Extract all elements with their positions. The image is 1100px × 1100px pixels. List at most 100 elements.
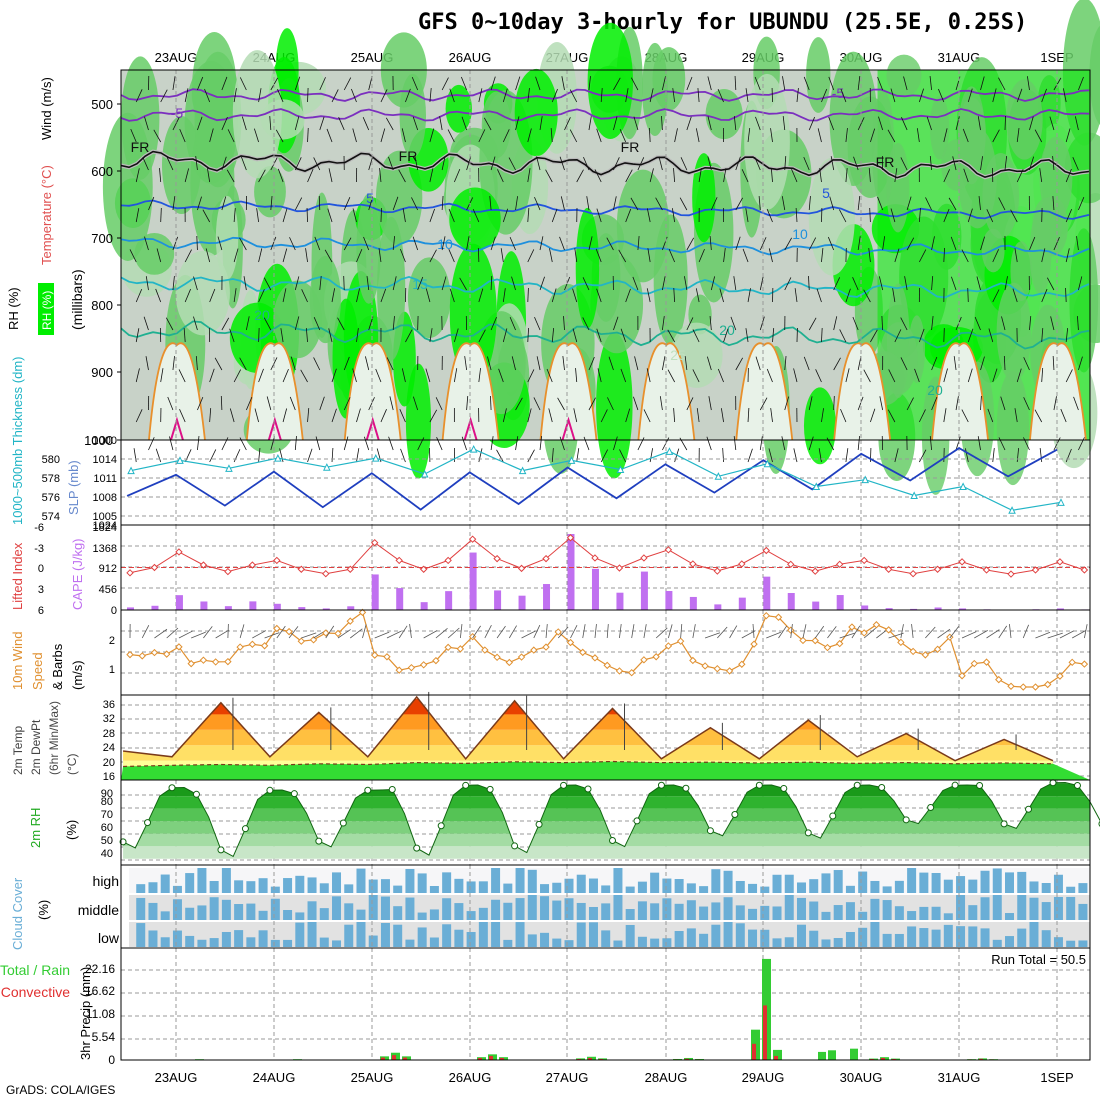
- wind-speed-marker: [995, 675, 1003, 684]
- cloud-cover-bar: [968, 926, 978, 947]
- temp-line: [123, 695, 1054, 762]
- wind-barb: [202, 209, 211, 223]
- wind-barb: [916, 128, 920, 143]
- wind-barb: [686, 237, 695, 251]
- cloud-cover-bar: [809, 930, 819, 947]
- rh-marker: [217, 846, 225, 854]
- wind-barb: [539, 236, 544, 251]
- wind-barb: [952, 156, 957, 171]
- wind-barb: [759, 237, 767, 251]
- wind-barb: [679, 197, 688, 211]
- wind-barb: [441, 156, 446, 171]
- wind-barb: [172, 117, 180, 131]
- thickness-marker: [371, 454, 380, 462]
- rh-blob: [590, 254, 644, 354]
- thickness-marker: [323, 463, 331, 471]
- wind-barb: [770, 408, 773, 423]
- wind-barb: [343, 77, 352, 91]
- cloud-cover-bar: [992, 895, 1002, 920]
- cape-bar: [273, 603, 281, 610]
- precip-total-bar-extra: [828, 1050, 836, 1060]
- wind-barb: [204, 88, 211, 103]
- wind-barb: [324, 249, 333, 263]
- wind-barb: [453, 368, 458, 383]
- wind-barb: [572, 288, 578, 303]
- lifted-index-marker: [713, 567, 722, 575]
- wind-barb: [441, 77, 449, 91]
- surface-wind-barb: [778, 625, 788, 639]
- wind-barb: [1078, 437, 1085, 451]
- thickness-line: [130, 448, 1062, 511]
- wind-barb: [429, 409, 438, 423]
- wind-barb: [1027, 76, 1030, 91]
- wind-barb: [502, 288, 506, 303]
- cape-bar: [322, 608, 330, 610]
- wind-barb: [319, 116, 325, 131]
- surface-wind-barb: [325, 625, 335, 639]
- rh-blob: [808, 157, 855, 276]
- wind-barb: [793, 448, 798, 463]
- wind-barb: [172, 76, 176, 91]
- wind-barb: [795, 208, 798, 223]
- wind-speed-marker: [664, 642, 673, 650]
- wind-barb: [633, 116, 639, 131]
- wind-barb: [294, 276, 300, 291]
- wind-barb: [808, 116, 815, 131]
- wind-barb: [331, 448, 334, 463]
- rh-blob: [407, 257, 451, 339]
- wind-barb: [637, 157, 645, 171]
- cloud-cover-bar: [919, 872, 929, 893]
- wind-barb: [133, 448, 137, 463]
- wind-barb: [172, 276, 175, 291]
- cloud-cover-bar: [515, 922, 525, 947]
- wind-barb: [534, 316, 541, 331]
- wind-barb: [717, 88, 724, 103]
- lifted-index-marker: [175, 548, 183, 556]
- wind-barb: [900, 157, 908, 171]
- cloud-cover-bar: [1017, 928, 1027, 947]
- surface-wind-barb: [1071, 630, 1086, 639]
- rh-marker: [951, 781, 959, 789]
- wind-barb: [646, 288, 651, 303]
- wind-barb: [573, 408, 578, 423]
- rh-blob: [254, 166, 286, 218]
- wind-barb: [337, 317, 345, 331]
- cloud-cover-bar: [809, 879, 819, 893]
- wind-speed-marker: [713, 664, 722, 673]
- lifted-index-tick: 3: [38, 584, 44, 596]
- contour-label: 5: [822, 185, 830, 201]
- wind-barb: [343, 237, 352, 251]
- cloud-cover-bar: [931, 872, 941, 893]
- temperature-contour: [120, 108, 1090, 122]
- wind-barb: [356, 248, 363, 263]
- cloud-cover-bar: [491, 922, 501, 947]
- wind-barb: [368, 156, 374, 171]
- wind-speed-marker: [884, 626, 893, 634]
- wind-barb: [169, 436, 174, 451]
- cloud-row-label-high: high: [93, 873, 119, 889]
- lifted-index-tick: 0: [38, 563, 44, 575]
- temp-band: [123, 729, 1054, 746]
- wind-tick: 2: [109, 635, 115, 647]
- wind-barb: [852, 316, 859, 331]
- cape-bar: [224, 606, 232, 610]
- date-label-bottom: 30AUG: [840, 1070, 883, 1085]
- cape-bar: [175, 595, 183, 610]
- wind-speed-marker: [909, 647, 917, 656]
- date-label-top: 26AUG: [449, 50, 492, 65]
- wind-barb: [961, 409, 969, 423]
- temperature-contour: [120, 88, 1090, 102]
- temp-plume: [1029, 342, 1087, 441]
- wind-barb: [833, 316, 838, 331]
- wind-barb: [857, 196, 861, 211]
- wind-barb: [845, 168, 848, 183]
- surface-wind-barb: [802, 624, 807, 639]
- wind-barb: [892, 288, 896, 303]
- wind-barb: [184, 449, 192, 463]
- wind-barb: [998, 77, 1006, 91]
- wind-barb: [1016, 368, 1022, 383]
- cloud-cover-bar: [625, 909, 635, 920]
- wind-barb: [978, 196, 981, 211]
- cape-bar: [591, 568, 599, 610]
- cloud-cover-bar: [417, 873, 427, 893]
